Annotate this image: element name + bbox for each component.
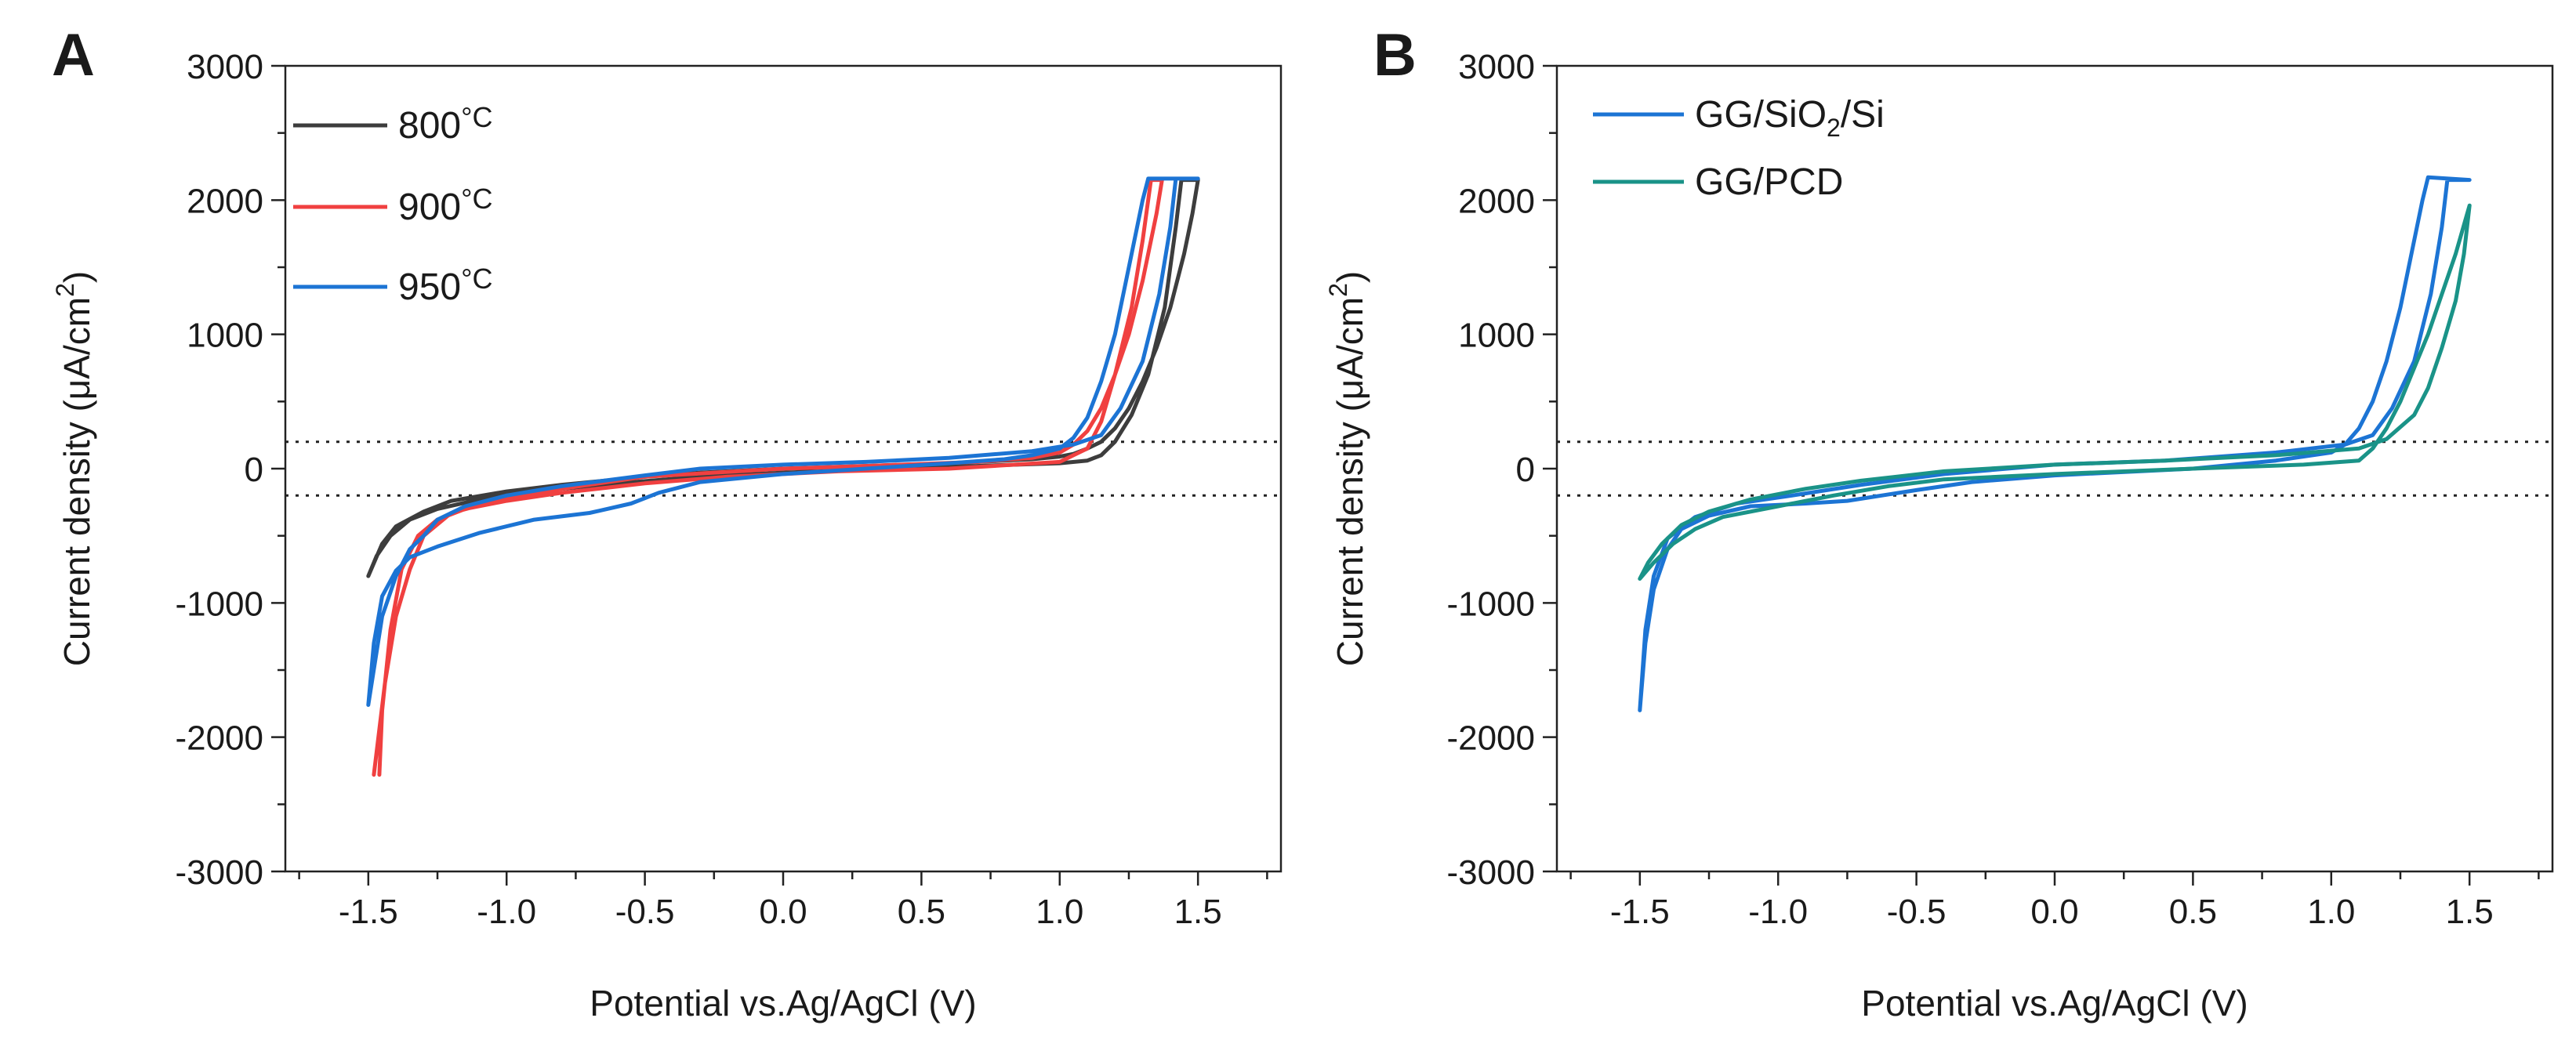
panel-a-y-axis-title-main: Current density (μA/cm	[56, 297, 97, 666]
panel-b-x-tick-label: -1.5	[1610, 893, 1670, 931]
panel-b-y-tick-label: -1000	[1446, 585, 1535, 623]
panel-a-y-axis-title: Current density (μA/cm2)	[51, 271, 97, 666]
panel-a-legend: 800°C 900°C 950°C	[293, 101, 493, 308]
panel-a-tick-labels: -1.5 -1.0 -0.5 0.0 0.5 1.0 1.5 -3000 -2000 -1000 0…	[175, 48, 1221, 931]
panel-b-x-tick-label: 1.0	[2307, 893, 2355, 931]
panel-b-series-line-0	[1638, 175, 2472, 712]
panel-a-legend-label-900-value: 900	[398, 187, 461, 228]
panel-a-legend-label-900-unit: °C	[461, 183, 492, 215]
panel-b-legend-label-gg-sio2-si-prefix: GG/SiO	[1695, 94, 1827, 136]
panel-a-reference-lines	[285, 440, 1281, 497]
panel-a-x-tick-label: 0.0	[759, 893, 807, 931]
panel-a-y-tick-label: -2000	[175, 719, 263, 758]
panel-b-y-tick-label: -3000	[1446, 853, 1535, 892]
panel-b-y-tick-label: 3000	[1458, 48, 1535, 86]
panel-a-y-tick-label: -3000	[175, 853, 263, 892]
panel-a-x-axis-title: Potential vs.Ag/AgCl (V)	[590, 983, 976, 1023]
panel-b-legend-label-gg-sio2-si: GG/SiO2/Si	[1695, 94, 1885, 142]
panel-b-legend: GG/SiO2/Si GG/PCD	[1593, 94, 1885, 203]
panel-a-letter: A	[52, 22, 95, 89]
panel-b-series	[1638, 175, 2472, 712]
panel-b-x-tick-label: -0.5	[1887, 893, 1947, 931]
panel-a-legend-label-950-unit: °C	[461, 263, 492, 295]
panel-a-y-tick-label: -1000	[175, 585, 263, 623]
panel-a-y-axis-title-superscript: 2	[51, 283, 79, 297]
panel-b-x-tick-label: 0.0	[2030, 893, 2078, 931]
panel-a-y-tick-label: 0	[245, 451, 263, 489]
panel-a-legend-label-950: 950°C	[398, 263, 493, 308]
panel-a-plot-area: -1.5 -1.0 -0.5 0.0 0.5 1.0 1.5 -3000 -2000 -1000 0…	[175, 48, 1283, 931]
panel-b-x-tick-label: 0.5	[2169, 893, 2217, 931]
panel-a-legend-label-800: 800°C	[398, 101, 493, 147]
panel-b-legend-item-gg-pcd: GG/PCD	[1593, 161, 1843, 203]
panel-b-y-axis-title-end: )	[1330, 271, 1370, 283]
panel-b-y-tick-label: 1000	[1458, 317, 1535, 355]
panel-a-x-tick-label: 1.0	[1036, 893, 1083, 931]
panel-a-legend-label-800-value: 800	[398, 105, 461, 147]
panel-b-y-axis-title: Current density (μA/cm2)	[1324, 271, 1370, 666]
panel-b-reference-lines	[1557, 440, 2552, 497]
panel-b-y-axis-title-main: Current density (μA/cm	[1330, 297, 1370, 666]
panel-b-y-axis-title-superscript: 2	[1324, 283, 1352, 297]
panel-b-tick-labels: -1.5 -1.0 -0.5 0.0 0.5 1.0 1.5 -3000 -2000 -1000 0…	[1446, 48, 2493, 931]
panel-a: A -1.5 -1.0 -0.5 0.0 0.5 1.0 1.5 -3000 -2000 -100…	[51, 22, 1283, 1023]
panel-a-y-axis-title-end: )	[56, 271, 97, 283]
panel-b-y-tick-label: 2000	[1458, 182, 1535, 220]
panel-b-plot-area: -1.5 -1.0 -0.5 0.0 0.5 1.0 1.5 -3000 -2000 -1000 0…	[1446, 48, 2554, 931]
panel-a-legend-item-900: 900°C	[293, 183, 493, 228]
panel-a-legend-label-950-value: 950	[398, 266, 461, 308]
panel-b-x-tick-label: -1.0	[1748, 893, 1808, 931]
panel-a-legend-item-800: 800°C	[293, 101, 493, 147]
panel-a-x-tick-label: -0.5	[615, 893, 675, 931]
panel-a-legend-label-900: 900°C	[398, 183, 493, 228]
panel-a-y-tick-label: 1000	[187, 317, 263, 355]
panel-b-legend-label-gg-sio2-si-suffix: /Si	[1841, 94, 1885, 136]
panel-b-legend-label-gg-pcd: GG/PCD	[1695, 161, 1843, 203]
panel-b-y-tick-label: -2000	[1446, 719, 1535, 758]
panel-a-x-tick-label: 0.5	[898, 893, 945, 931]
panel-b-x-axis-title: Potential vs.Ag/AgCl (V)	[1861, 983, 2248, 1023]
panel-a-x-tick-label: -1.5	[339, 893, 398, 931]
panel-a-legend-item-950: 950°C	[293, 263, 493, 308]
panel-b: B -1.5 -1.0 -0.5 0.0 0.5 1.0 1.5 -3000 -2000 -100…	[1324, 22, 2554, 1023]
panel-a-y-tick-label: 2000	[187, 182, 263, 220]
panel-a-series-line-1	[372, 178, 1164, 777]
panel-a-series-line-2	[366, 176, 1200, 707]
panel-a-legend-label-800-unit: °C	[461, 101, 492, 133]
panel-a-y-tick-label: 3000	[187, 48, 263, 86]
panel-b-series-line-1	[1638, 203, 2472, 581]
panel-b-legend-label-gg-sio2-si-subscript: 2	[1827, 114, 1841, 142]
panel-b-letter: B	[1373, 22, 1417, 89]
panel-a-ticks	[271, 64, 1268, 886]
panel-b-y-tick-label: 0	[1516, 451, 1535, 489]
panel-a-x-tick-label: 1.5	[1174, 893, 1222, 931]
panel-a-x-tick-label: -1.0	[477, 893, 536, 931]
panel-b-x-tick-label: 1.5	[2446, 893, 2494, 931]
panel-a-series	[366, 176, 1200, 777]
panel-b-legend-item-gg-sio2-si: GG/SiO2/Si	[1593, 94, 1885, 142]
panel-b-ticks	[1543, 64, 2540, 886]
